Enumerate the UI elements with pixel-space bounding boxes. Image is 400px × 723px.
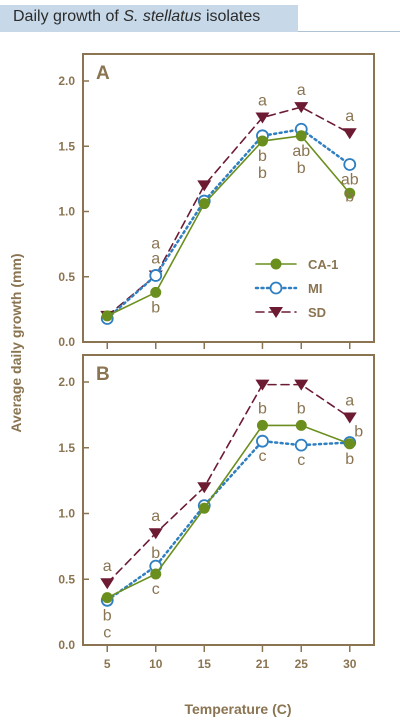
- x-tick-label: 5: [104, 657, 111, 671]
- significance-letter: c: [103, 624, 111, 641]
- significance-letter: a: [258, 93, 267, 110]
- series-line: [106, 439, 351, 602]
- panel-label: A: [96, 63, 110, 84]
- series-mi: [100, 434, 357, 607]
- data-point: [256, 434, 269, 448]
- data-point: [344, 438, 356, 450]
- significance-letter: a: [103, 558, 112, 575]
- data-point: [342, 128, 357, 140]
- series-sd: [100, 379, 357, 590]
- data-point: [101, 310, 113, 322]
- significance-letter: b: [297, 400, 306, 417]
- data-point: [197, 180, 212, 192]
- legend-label: SD: [308, 305, 326, 320]
- legend: CA-1 MI SD: [254, 257, 338, 320]
- y-tick-label: 0.0: [58, 638, 75, 652]
- significance-letter: b: [151, 545, 160, 562]
- data-point: [197, 482, 212, 494]
- series-line: [106, 383, 351, 584]
- significance-letter: a: [345, 393, 354, 410]
- x-tick-label: 30: [343, 657, 357, 671]
- x-tick-label: 25: [295, 657, 309, 671]
- x-tick-label: 21: [256, 657, 270, 671]
- legend-label: MI: [308, 281, 322, 296]
- data-point: [150, 568, 162, 580]
- y-tick-label: 0.5: [58, 270, 75, 284]
- data-point: [198, 198, 210, 210]
- data-point: [343, 158, 357, 171]
- x-tick-label: 15: [198, 657, 212, 671]
- series-line: [106, 424, 351, 599]
- legend-marker: [269, 281, 283, 295]
- data-point: [295, 419, 307, 431]
- title-species: S. stellatus: [123, 8, 202, 25]
- y-axis-label: Average daily growth (mm): [8, 253, 24, 432]
- series-line: [106, 134, 351, 317]
- legend-label: CA-1: [308, 257, 338, 272]
- x-axis-label: Temperature (C): [184, 701, 291, 717]
- significance-letter: b: [258, 165, 267, 182]
- y-tick-label: 1.5: [58, 139, 75, 153]
- y-tick-label: 2.0: [58, 74, 75, 88]
- significance-letter: b: [345, 451, 354, 468]
- series-ca-1: [101, 130, 356, 322]
- data-point: [256, 419, 268, 431]
- data-point: [295, 130, 307, 142]
- data-point: [101, 592, 113, 604]
- significance-letter: a: [151, 235, 160, 252]
- y-tick-label: 1.0: [58, 507, 75, 521]
- title-suffix: isolates: [201, 8, 261, 25]
- legend-marker: [269, 307, 283, 318]
- series-ca-1: [101, 419, 356, 604]
- data-point: [148, 528, 163, 540]
- title-rule: [298, 31, 400, 32]
- significance-letter: a: [297, 82, 306, 99]
- significance-letter: a: [345, 108, 354, 125]
- significance-letter: b: [103, 607, 112, 624]
- data-point: [100, 578, 115, 590]
- y-tick-label: 0.0: [58, 335, 75, 349]
- panel-label: B: [96, 364, 110, 385]
- series-line: [106, 127, 351, 320]
- significance-letter: ab: [341, 172, 359, 189]
- title-prefix: Daily growth of: [13, 8, 124, 25]
- significance-letter: a: [151, 250, 160, 267]
- data-point: [294, 102, 309, 114]
- significance-letter: ab: [292, 143, 310, 160]
- data-point: [255, 112, 270, 124]
- data-point: [150, 286, 162, 298]
- data-point: [255, 379, 270, 391]
- legend-marker: [270, 258, 282, 270]
- data-point: [344, 187, 356, 199]
- data-point: [294, 379, 309, 391]
- data-point: [294, 438, 308, 452]
- x-tick-label: 10: [149, 657, 163, 671]
- data-point: [198, 502, 210, 514]
- significance-letter: b: [345, 189, 354, 206]
- panel-frame: [82, 354, 375, 646]
- significance-letter: b: [297, 160, 306, 177]
- y-tick-label: 1.5: [58, 441, 75, 455]
- significance-letter: b: [258, 400, 267, 417]
- significance-letter: b: [258, 148, 267, 165]
- panel-frame: [82, 53, 375, 343]
- significance-letter: c: [152, 581, 160, 598]
- data-point: [342, 412, 357, 424]
- significance-letter: c: [297, 452, 305, 469]
- data-point: [149, 269, 163, 282]
- significance-letter: b: [151, 299, 160, 316]
- significance-letter: a: [151, 508, 160, 525]
- data-point: [256, 135, 268, 147]
- y-tick-label: 2.0: [58, 375, 75, 389]
- significance-letter: b: [354, 424, 363, 441]
- page-title: Daily growth of S. stellatus isolates: [13, 8, 260, 26]
- title-bar: [0, 5, 298, 32]
- significance-letter: c: [258, 448, 266, 465]
- y-tick-label: 0.5: [58, 572, 75, 586]
- y-tick-label: 1.0: [58, 205, 75, 219]
